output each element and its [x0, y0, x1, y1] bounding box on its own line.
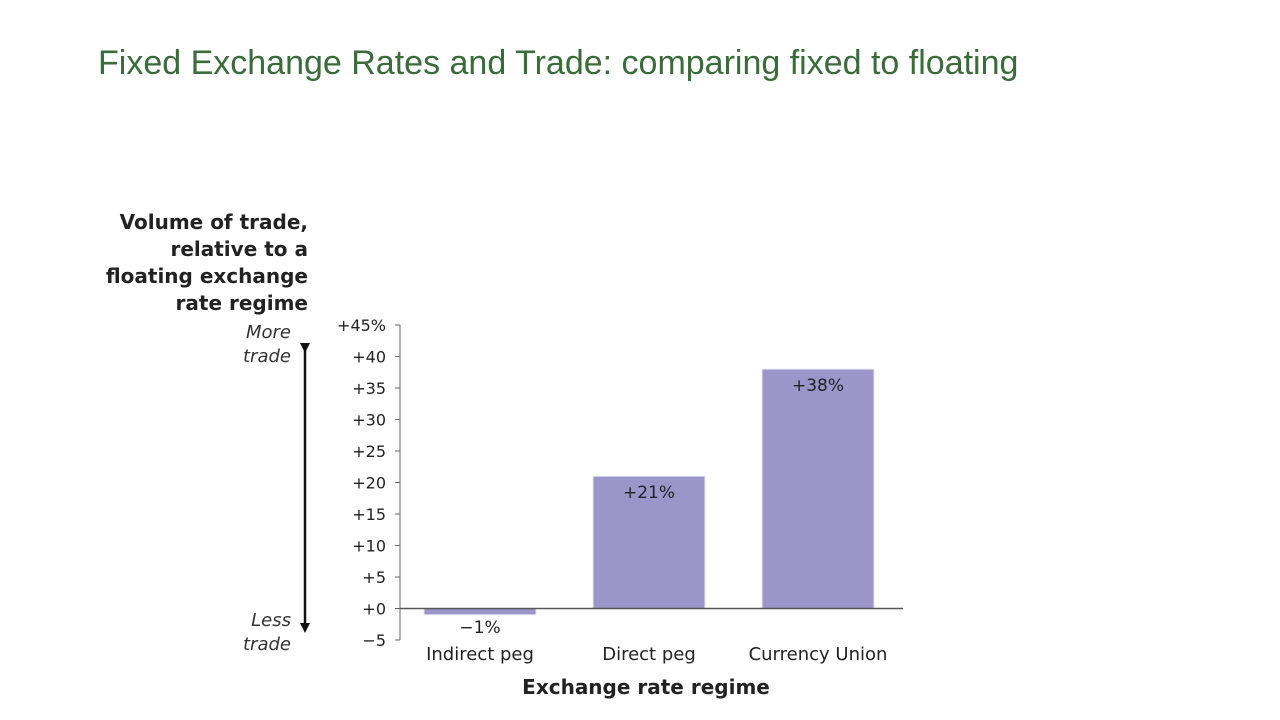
category-label: Indirect peg: [426, 644, 534, 665]
bar-data-label: −1%: [459, 618, 500, 638]
y-axis-title-line: Volume of trade,: [120, 210, 308, 234]
y-tick-label: +45%: [337, 316, 386, 335]
y-tick-label: −5: [362, 631, 386, 650]
more-trade-annotation-line: trade: [243, 346, 291, 367]
y-tick-label: +0: [362, 600, 386, 619]
less-trade-annotation-line: Less: [251, 610, 291, 631]
bar: [592, 475, 706, 610]
y-tick-label: +25: [352, 442, 386, 461]
y-tick-label: +40: [352, 348, 386, 367]
bar-data-label: +21%: [623, 483, 675, 503]
bar-data-label: +38%: [792, 376, 844, 396]
bar: [423, 608, 537, 616]
slide-title: Fixed Exchange Rates and Trade: comparin…: [98, 44, 1019, 82]
x-axis-title: Exchange rate regime: [522, 675, 770, 699]
bars: −1% Indirect peg +21% Direct peg +38% Currenc…: [423, 368, 888, 665]
category-label: Currency Union: [749, 644, 888, 665]
y-tick-label: +35: [352, 379, 386, 398]
y-tick-label: +20: [352, 474, 386, 493]
y-axis-title-line: rate regime: [176, 291, 308, 315]
category-label: Direct peg: [602, 644, 696, 665]
y-axis: −5 +0 +5 +10 +15 +20 +25 +30 +35 +40 +45%: [337, 316, 401, 650]
y-axis-title-line: relative to a: [170, 237, 308, 261]
y-tick-label: +5: [362, 568, 386, 587]
y-tick-label: +30: [352, 411, 386, 430]
y-tick-label: +10: [352, 537, 386, 556]
y-tick-label: +15: [352, 505, 386, 524]
bar: [761, 368, 875, 609]
less-trade-annotation-line: trade: [243, 634, 291, 655]
y-axis-title-line: floating exchange: [106, 264, 308, 288]
y-axis-title: Volume of trade, relative to a floating …: [106, 210, 308, 315]
more-trade-annotation-line: More: [246, 322, 291, 343]
